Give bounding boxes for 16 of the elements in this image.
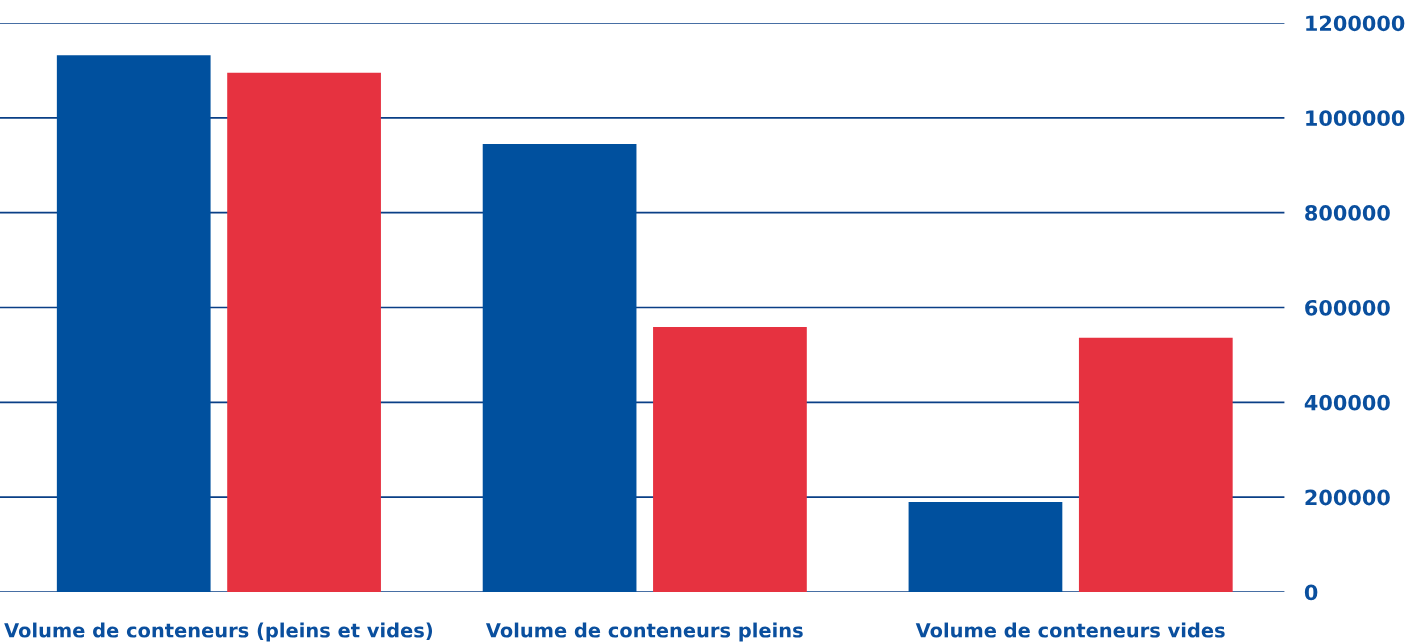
y-tick-label: 1200000 (1306, 15, 1405, 32)
bar (482, 143, 637, 593)
bar (1078, 337, 1233, 593)
bar (653, 326, 807, 593)
y-tick-label: 200000 (1305, 489, 1390, 506)
x-tick-label: Volume de conteneurs vides (915, 622, 1225, 638)
y-tick-label: 400000 (1304, 394, 1390, 411)
x-tick-label: Volume de conteneurs (pleins et vides) (4, 622, 433, 642)
y-tick-label: 800000 (1305, 205, 1390, 221)
y-tick-label: 1000000 (1306, 110, 1405, 127)
bar (227, 72, 381, 593)
x-tick-label: Volume de conteneurs pleins (485, 622, 803, 642)
bar (56, 55, 211, 593)
bar (908, 501, 1063, 593)
y-tick-label: 0 (1304, 584, 1318, 601)
y-tick-label: 600000 (1305, 299, 1390, 316)
